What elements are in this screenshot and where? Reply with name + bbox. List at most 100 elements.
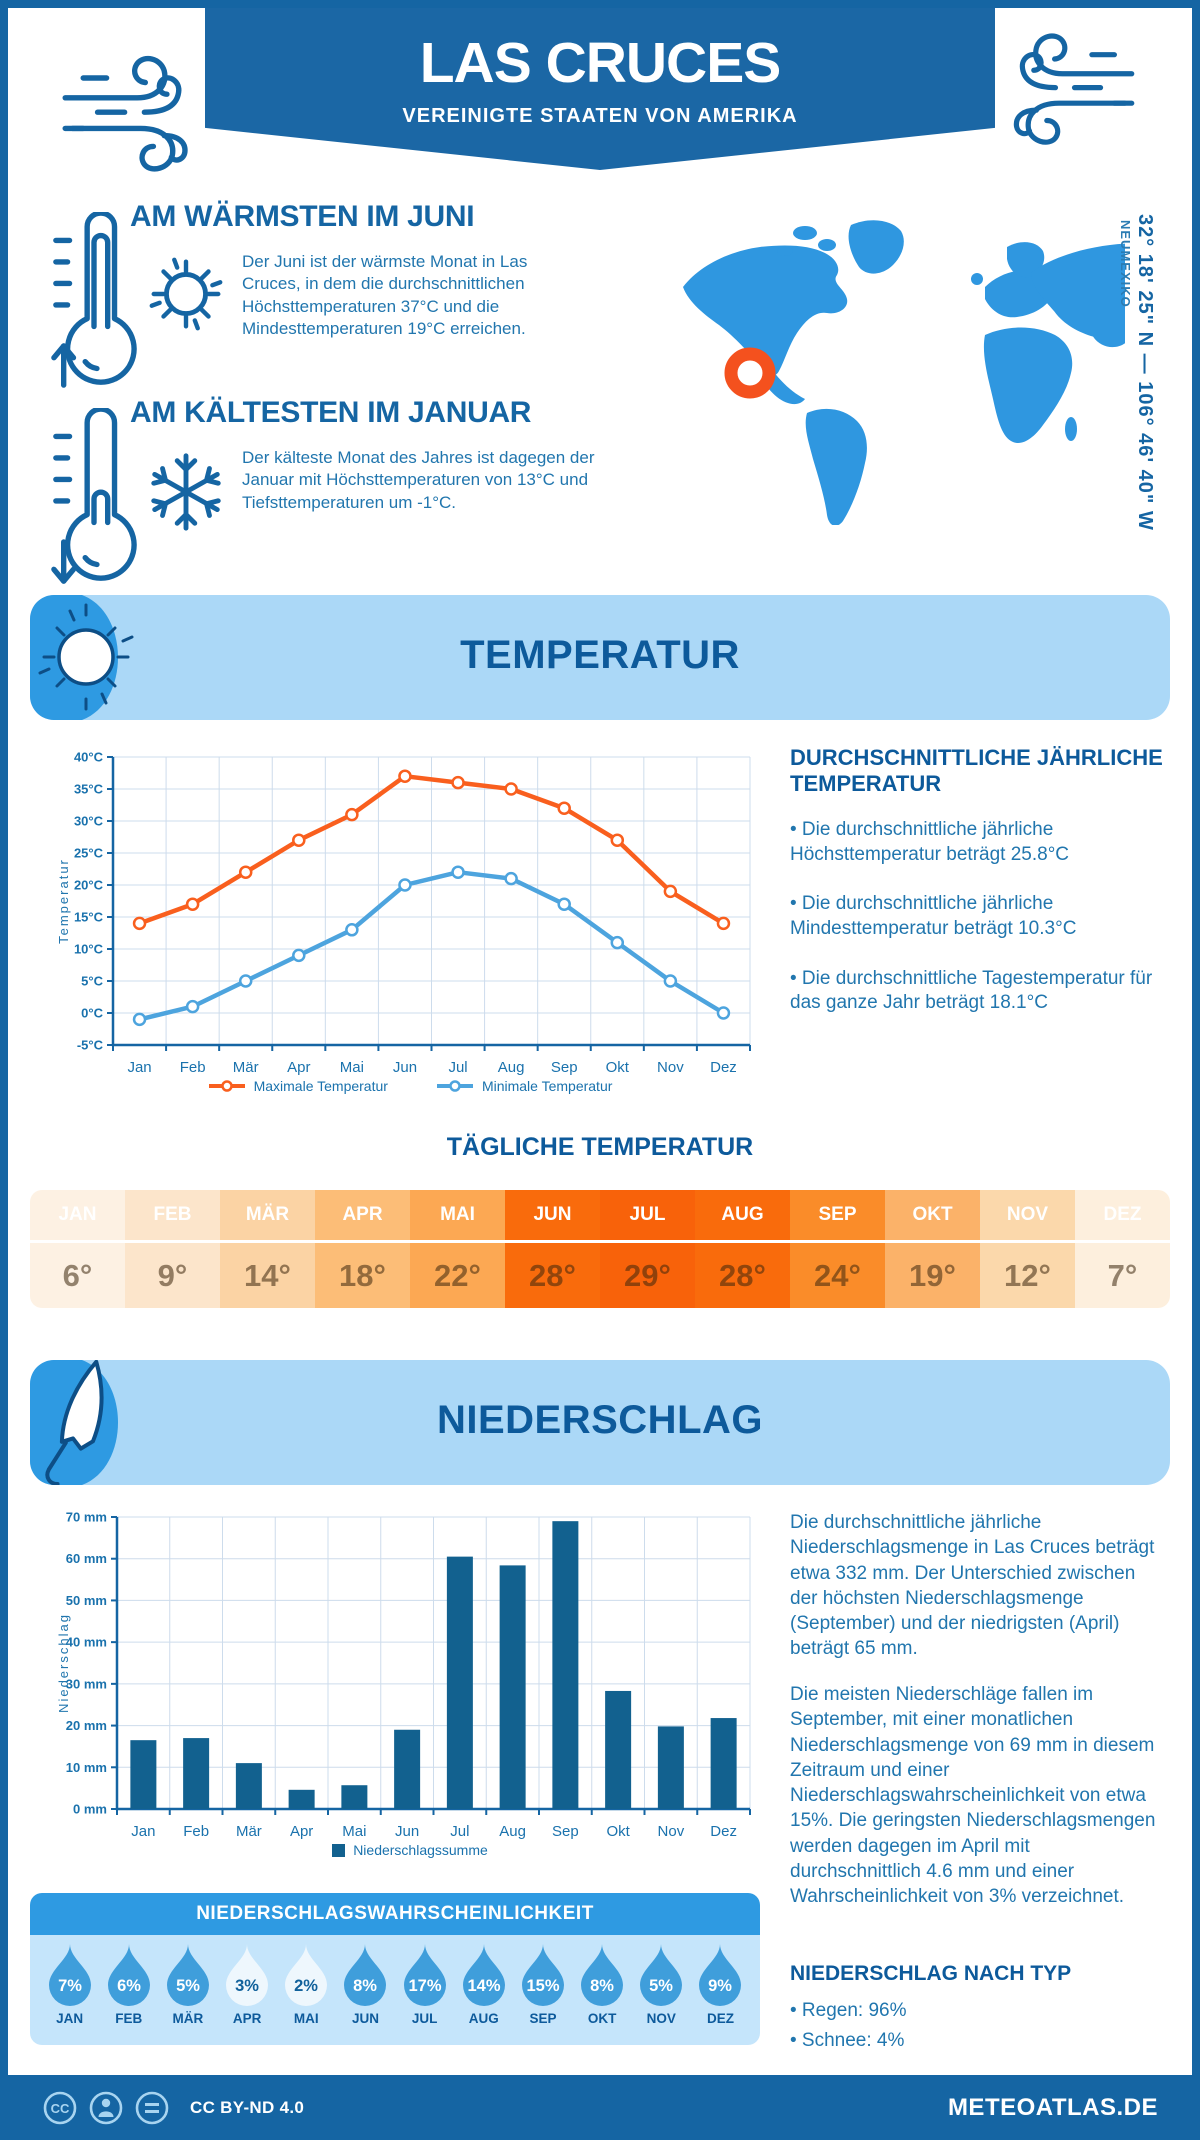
value-cell: 14° — [244, 1257, 291, 1293]
daily-column: AUG 28° — [695, 1190, 790, 1308]
x-axis-label: Sep — [552, 1823, 579, 1840]
svg-text:15°C: 15°C — [74, 910, 104, 925]
svg-text:35°C: 35°C — [74, 782, 104, 797]
data-point — [185, 999, 200, 1014]
bar — [183, 1738, 210, 1809]
data-point — [504, 782, 518, 796]
bullet-item: • Schnee: 4% — [790, 2030, 905, 2052]
value-cell: 24° — [814, 1257, 861, 1293]
x-axis-label: Feb — [183, 1823, 209, 1840]
droplet: 15% SEP — [513, 1935, 572, 2045]
value-cell: 9° — [157, 1257, 188, 1293]
line-series — [137, 773, 726, 926]
line-series — [137, 869, 726, 1022]
data-point — [185, 897, 200, 911]
value-cell: 22° — [434, 1257, 481, 1293]
temperature-chart: -5°C 0°C 5°C 10°C 15°C 20°C 25°C 30°C 35°C 40°C Ja… — [55, 745, 760, 1112]
droplet: 7% JAN — [40, 1935, 99, 2045]
x-axis-label: Dez — [710, 1823, 737, 1840]
bar — [657, 1726, 684, 1809]
x-axis-label: Mär — [236, 1823, 262, 1840]
x-axis-label: Jan — [131, 1823, 155, 1840]
month-cell: NOV — [980, 1190, 1075, 1243]
droplet-month: FEB — [115, 2011, 143, 2026]
month-cell: JAN — [30, 1190, 125, 1243]
x-axis-label: Aug — [498, 1059, 525, 1076]
cc-person-icon — [89, 2091, 123, 2124]
coordinates-block: 32° 18' 25" N — 106° 46' 40" W NEUMEXIKO — [1118, 214, 1156, 544]
x-axis-label: Dez — [710, 1059, 737, 1076]
droplet: 5% NOV — [632, 1935, 691, 2045]
daily-column: OKT 19° — [885, 1190, 980, 1308]
droplet-percent: 8% — [590, 1977, 614, 1995]
month-cell: FEB — [125, 1190, 220, 1243]
wind-icon — [985, 20, 1145, 150]
x-axis-label: Jul — [448, 1059, 467, 1076]
temperature-banner: TEMPERATUR — [30, 595, 1170, 720]
month-cell: DEZ — [1075, 1190, 1170, 1243]
droplet-percent: 17% — [408, 1977, 441, 1995]
svg-text:20 mm: 20 mm — [66, 1718, 107, 1733]
bullet-item: • Regen: 96% — [790, 2000, 907, 2021]
data-point — [451, 865, 465, 879]
warm-text: Der Juni ist der wärmste Monat in Las Cr… — [242, 252, 528, 339]
daily-temperature-heading: TÄGLICHE TEMPERATUR — [446, 1133, 754, 1161]
bar — [552, 1521, 579, 1809]
bar — [710, 1718, 737, 1809]
data-point — [132, 916, 147, 931]
droplet-month: APR — [232, 2011, 262, 2026]
daily-column: JUL 29° — [600, 1190, 695, 1308]
precipitation-banner: NIEDERSCHLAG — [30, 1360, 1170, 1485]
page-title: LAS CRUCES — [419, 31, 782, 95]
value-cell: 29° — [624, 1257, 671, 1293]
droplet-percent: 5% — [649, 1977, 673, 1995]
month-cell: JUN — [505, 1190, 600, 1243]
svg-text:40 mm: 40 mm — [66, 1635, 107, 1650]
page-subtitle: VEREINIGTE STAATEN VON AMERIKA — [402, 105, 798, 127]
droplet-month: AUG — [468, 2011, 499, 2026]
daily-column: MÄR 14° — [220, 1190, 315, 1308]
snowflake-icon — [142, 448, 230, 541]
precipitation-banner-cap — [30, 1360, 118, 1485]
droplet: 6% FEB — [99, 1935, 158, 2045]
svg-text:0°C: 0°C — [81, 1006, 103, 1021]
temperature-banner-title: TEMPERATUR — [460, 633, 740, 677]
x-axis-label: Jan — [127, 1059, 151, 1076]
droplet-percent: 3% — [235, 1977, 259, 1995]
droplet-percent: 8% — [354, 1977, 378, 1995]
droplet: 17% JUL — [395, 1935, 454, 2045]
value-cell: 28° — [529, 1257, 576, 1293]
bullet-item: • Die durchschnittliche Tagestemperatur … — [790, 967, 1153, 1014]
data-point — [398, 878, 412, 892]
svg-text:0 mm: 0 mm — [73, 1802, 107, 1817]
month-cell: MÄR — [220, 1190, 315, 1243]
data-point — [716, 1006, 731, 1020]
data-point — [716, 916, 731, 931]
annual-temperature-heading: DURCHSCHNITTLICHE JÄHRLICHE TEMPERATUR — [790, 745, 1163, 797]
droplet-month: MÄR — [172, 2011, 204, 2026]
svg-text:30 mm: 30 mm — [66, 1676, 107, 1691]
droplet-percent: 2% — [294, 1977, 318, 1995]
month-cell: JUL — [600, 1190, 695, 1243]
cold-text: Der kälteste Monat des Jahres ist dagege… — [242, 448, 595, 512]
droplet: 3% APR — [218, 1935, 277, 2045]
svg-text:50 mm: 50 mm — [66, 1593, 107, 1608]
precipitation-type-bullets: • Regen: 96% • Schnee: 4% — [790, 1996, 907, 2057]
data-point — [610, 935, 625, 950]
license-label: CC BY-ND 4.0 — [190, 2097, 305, 2117]
y-axis-title: Niederschlag — [56, 1613, 71, 1713]
footer: CC CC BY-ND 4.0 METEOATLAS.DE — [0, 2075, 1200, 2140]
coordinates: 32° 18' 25" N — 106° 46' 40" W — [1134, 214, 1156, 531]
x-axis-label: Jun — [395, 1823, 419, 1840]
month-cell: APR — [315, 1190, 410, 1243]
region-label: NEUMEXIKO — [1118, 220, 1133, 308]
x-axis-label: Aug — [499, 1823, 526, 1840]
annual-temperature-bullets: • Die durchschnittliche jährliche Höchst… — [790, 818, 1182, 1041]
droplet-percent: 15% — [526, 1977, 559, 1995]
legend-item: Niederschlagssumme — [332, 1842, 488, 1858]
precipitation-chart: 0 mm 10 mm 20 mm 30 mm 40 mm 50 mm 60 mm 70 mm J… — [55, 1505, 760, 1878]
svg-text:5°C: 5°C — [81, 974, 103, 989]
bar — [288, 1789, 315, 1809]
legend-item: Maximale Temperatur — [208, 1078, 388, 1094]
